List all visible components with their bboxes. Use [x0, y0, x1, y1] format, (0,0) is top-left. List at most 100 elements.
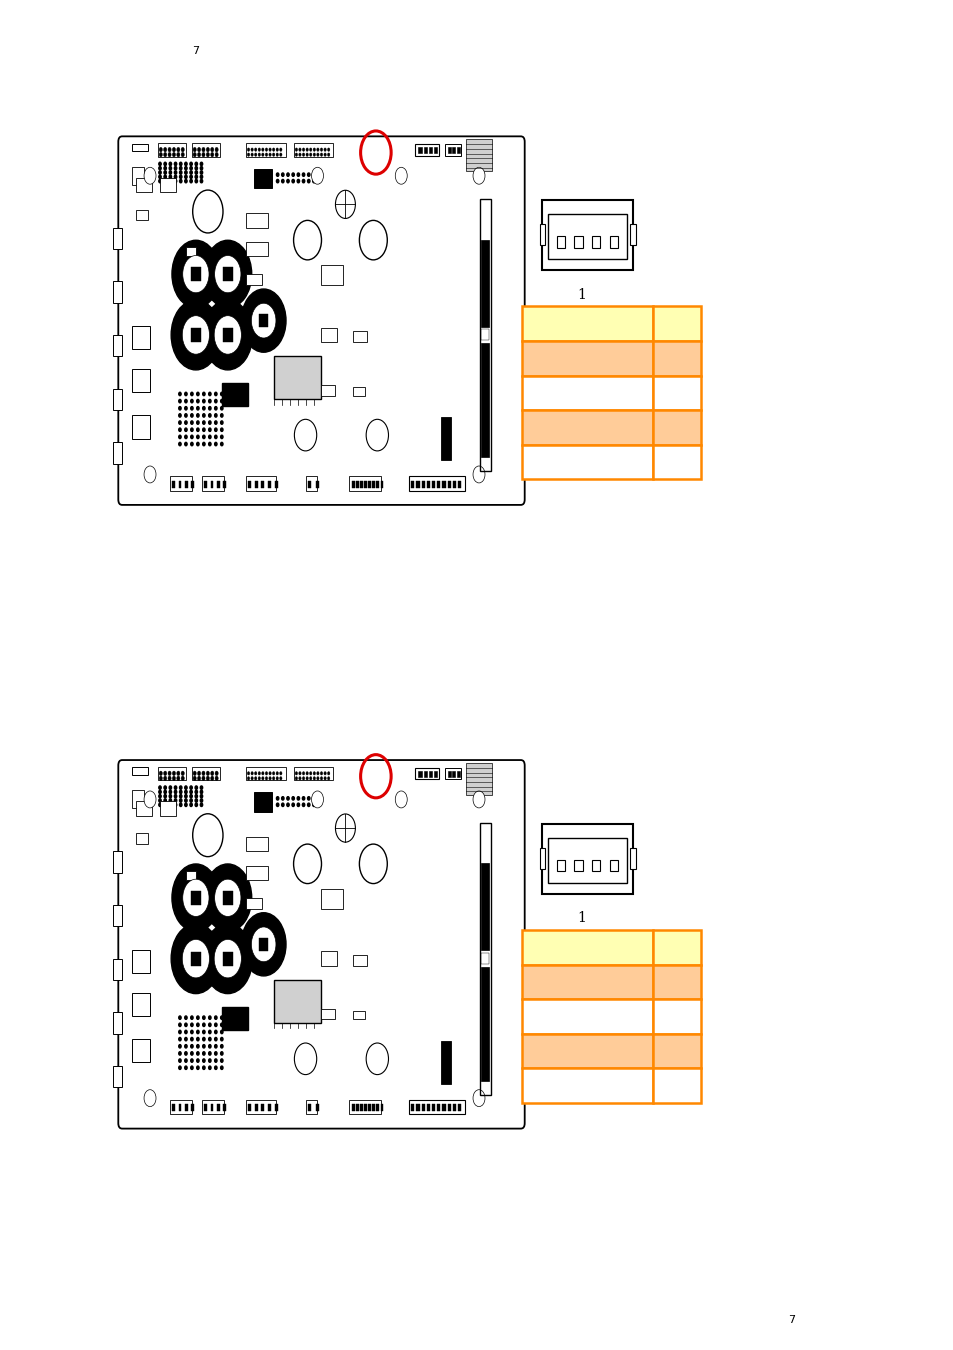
Circle shape	[185, 400, 187, 402]
Circle shape	[294, 148, 297, 151]
Circle shape	[158, 166, 161, 170]
Bar	[426, 481, 430, 487]
Circle shape	[159, 776, 162, 780]
Bar	[248, 481, 251, 487]
Circle shape	[209, 1066, 211, 1069]
Bar	[434, 147, 436, 153]
Circle shape	[164, 171, 166, 174]
Bar	[364, 481, 367, 487]
Circle shape	[163, 153, 167, 157]
Circle shape	[164, 162, 166, 166]
Bar	[132, 992, 150, 1015]
Circle shape	[254, 772, 256, 775]
Bar	[261, 481, 264, 487]
Circle shape	[320, 148, 322, 151]
Circle shape	[214, 393, 216, 396]
Circle shape	[169, 176, 172, 178]
Circle shape	[202, 153, 205, 157]
Circle shape	[220, 406, 223, 410]
Circle shape	[178, 1052, 181, 1056]
Circle shape	[287, 796, 289, 801]
Circle shape	[185, 1045, 187, 1048]
Circle shape	[179, 180, 182, 182]
Circle shape	[220, 421, 223, 424]
Circle shape	[202, 393, 205, 396]
Bar	[254, 1104, 257, 1111]
Bar	[305, 1100, 316, 1114]
Circle shape	[168, 153, 171, 157]
Bar	[355, 481, 358, 487]
Circle shape	[174, 795, 176, 798]
Circle shape	[292, 796, 294, 801]
Circle shape	[178, 400, 181, 402]
Circle shape	[194, 171, 197, 174]
Circle shape	[194, 180, 197, 182]
Circle shape	[220, 1066, 223, 1069]
Bar	[434, 771, 436, 776]
Circle shape	[204, 864, 252, 931]
Circle shape	[317, 173, 320, 177]
Circle shape	[196, 443, 199, 446]
Circle shape	[158, 171, 161, 174]
Circle shape	[359, 220, 387, 261]
Circle shape	[281, 796, 284, 801]
Bar	[132, 1040, 150, 1062]
Bar	[610, 860, 618, 871]
Bar	[447, 771, 450, 776]
Circle shape	[298, 776, 301, 780]
Circle shape	[164, 166, 166, 170]
Bar	[652, 999, 700, 1034]
Bar	[521, 965, 652, 999]
Circle shape	[178, 406, 181, 410]
Circle shape	[196, 406, 199, 410]
Circle shape	[307, 180, 310, 182]
Circle shape	[179, 171, 182, 174]
Circle shape	[185, 428, 187, 432]
Bar	[246, 242, 268, 256]
Circle shape	[309, 776, 312, 780]
Circle shape	[220, 428, 223, 432]
Circle shape	[287, 180, 289, 182]
Circle shape	[191, 393, 193, 396]
Circle shape	[209, 428, 211, 432]
Circle shape	[194, 799, 197, 802]
Bar	[480, 329, 489, 340]
Circle shape	[276, 173, 278, 177]
Circle shape	[297, 803, 299, 806]
Bar	[274, 356, 321, 400]
Circle shape	[214, 421, 216, 424]
Circle shape	[202, 443, 205, 446]
Circle shape	[190, 803, 193, 806]
Circle shape	[247, 776, 250, 780]
Circle shape	[247, 148, 250, 151]
Circle shape	[316, 148, 318, 151]
Circle shape	[294, 844, 321, 884]
Bar	[132, 143, 148, 151]
Circle shape	[214, 1030, 216, 1034]
Circle shape	[312, 167, 323, 184]
Circle shape	[194, 795, 197, 798]
Circle shape	[220, 1017, 223, 1019]
Circle shape	[298, 153, 301, 157]
Bar	[364, 1104, 367, 1111]
Circle shape	[174, 166, 176, 170]
Circle shape	[309, 153, 312, 157]
Circle shape	[309, 772, 312, 775]
Bar	[268, 1104, 271, 1111]
Circle shape	[191, 1037, 193, 1041]
Circle shape	[168, 776, 171, 780]
Circle shape	[313, 796, 314, 801]
Circle shape	[209, 1052, 211, 1056]
Circle shape	[214, 771, 218, 776]
Circle shape	[178, 1045, 181, 1048]
Circle shape	[302, 148, 304, 151]
Bar	[652, 306, 700, 342]
Circle shape	[202, 776, 205, 780]
Circle shape	[169, 171, 172, 174]
Bar	[421, 1104, 424, 1111]
Circle shape	[206, 776, 210, 780]
Circle shape	[191, 428, 193, 432]
Circle shape	[200, 171, 202, 174]
Circle shape	[247, 772, 250, 775]
Circle shape	[190, 180, 193, 182]
